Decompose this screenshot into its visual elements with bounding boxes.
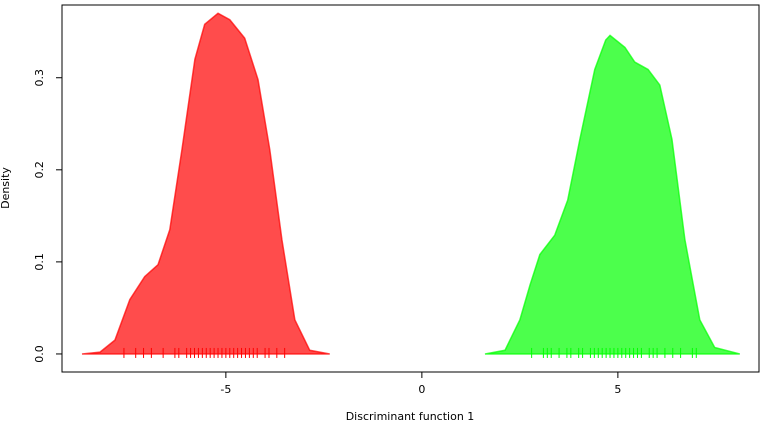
density-area (484, 34, 740, 355)
x-tick-label: 0 (418, 383, 425, 396)
y-axis-label: Density (0, 167, 12, 209)
y-tick-label: 0.1 (33, 253, 46, 271)
x-tick-label: -5 (220, 383, 231, 396)
density-area (81, 12, 330, 355)
x-axis-label: Discriminant function 1 (346, 410, 475, 423)
plot-box (61, 4, 760, 373)
y-tick-label: 0.2 (33, 161, 46, 179)
y-tick-label: 0.0 (33, 345, 46, 363)
y-tick-label: 0.3 (33, 69, 46, 87)
x-tick-label: 5 (614, 383, 621, 396)
